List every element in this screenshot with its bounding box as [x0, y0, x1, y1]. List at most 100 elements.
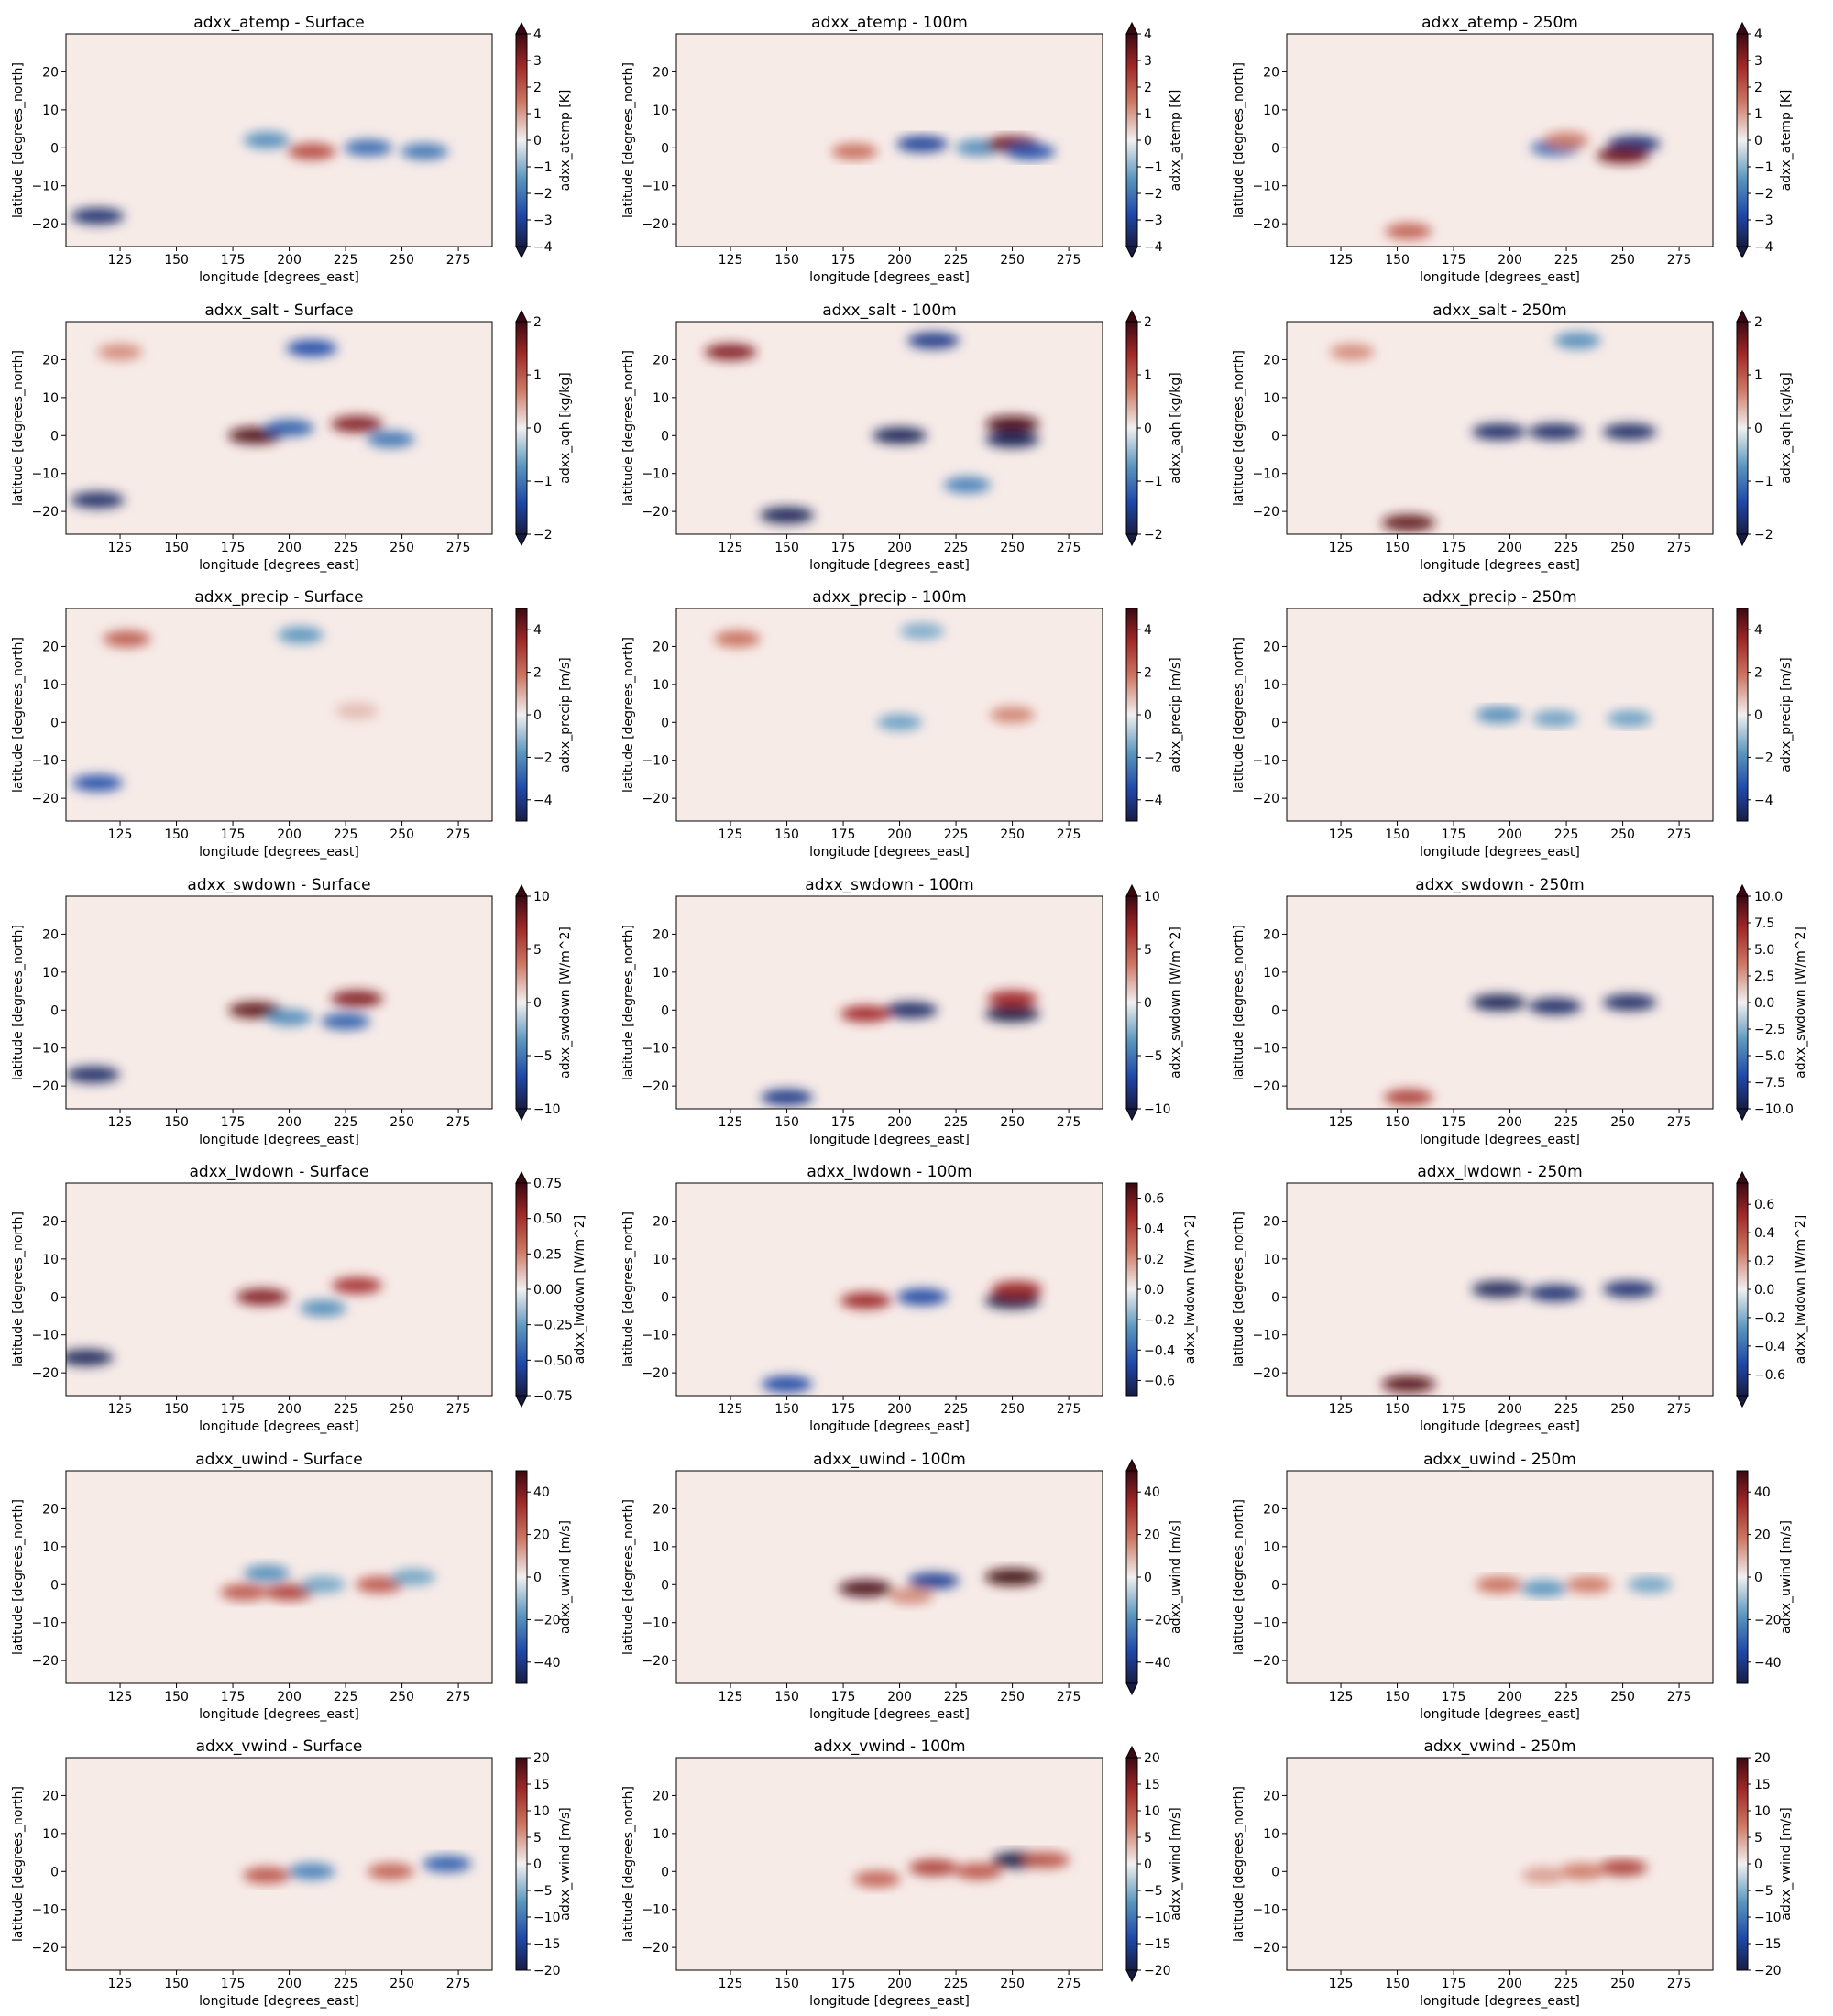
- colorbar-tick-label: 10: [533, 1804, 550, 1819]
- x-tick-label: 150: [164, 1402, 189, 1417]
- anomaly-blob: [301, 1576, 346, 1594]
- y-tick-label: 0: [661, 141, 669, 156]
- colorbar-tick-label: 0: [1144, 1857, 1152, 1872]
- y-tick-label: 10: [42, 391, 59, 406]
- anomaly-blob: [288, 1863, 335, 1880]
- y-axis-label: latitude [degrees_north]: [1232, 1786, 1246, 1942]
- anomaly-blob: [97, 344, 143, 361]
- anomaly-blob: [1596, 147, 1650, 164]
- y-tick-label: 10: [653, 104, 669, 118]
- anomaly-blob: [287, 143, 336, 160]
- plot-title: adxx_uwind - Surface: [195, 1451, 363, 1469]
- y-tick-label: 20: [42, 927, 59, 942]
- y-axis-label: latitude [degrees_north]: [1232, 925, 1246, 1080]
- x-tick-label: 125: [719, 253, 743, 268]
- x-axis-label: longitude [degrees_east]: [1420, 558, 1580, 573]
- x-tick-label: 150: [774, 1115, 799, 1130]
- x-tick-label: 125: [1329, 1115, 1354, 1130]
- y-tick-label: −10: [31, 1903, 59, 1918]
- anomaly-blob: [1022, 1851, 1070, 1868]
- colorbar-tick-label: 10.0: [1754, 890, 1783, 904]
- x-tick-label: 275: [1057, 1402, 1081, 1417]
- y-tick-label: 20: [42, 1214, 59, 1229]
- x-axis-label: longitude [degrees_east]: [199, 270, 359, 285]
- colorbar-tick-label: −2: [533, 528, 553, 542]
- colorbar-extend-min: [515, 533, 528, 547]
- colorbar-tick-label: −2: [533, 751, 553, 765]
- plot-frame: [675, 608, 1103, 822]
- x-tick-label: 175: [1442, 1977, 1466, 1991]
- x-tick-label: 225: [944, 541, 969, 555]
- colorbar-extend-max: [1736, 883, 1749, 897]
- x-tick-label: 150: [1385, 1690, 1410, 1704]
- anomaly-blob: [266, 1009, 313, 1026]
- anomaly-blob: [1528, 998, 1582, 1015]
- x-tick-label: 250: [390, 1402, 414, 1417]
- plot-frame: [675, 895, 1103, 1110]
- x-tick-label: 250: [1610, 541, 1635, 555]
- colorbar-tick-label: −0.4: [1144, 1343, 1175, 1358]
- x-tick-label: 175: [221, 827, 246, 842]
- colorbar-tick-label: −5: [533, 1884, 553, 1899]
- x-tick-label: 225: [1554, 541, 1579, 555]
- plot-frame: [675, 33, 1103, 247]
- anomaly-blob: [984, 1005, 1040, 1023]
- x-tick-label: 175: [1442, 1115, 1466, 1130]
- anomaly-blob: [332, 1276, 382, 1294]
- anomaly-blob: [896, 1288, 948, 1306]
- anomaly-blob: [896, 136, 949, 153]
- anomaly-blob: [986, 990, 1038, 1007]
- colorbar-tick-label: 2: [1754, 81, 1762, 95]
- anomaly-blob: [401, 143, 449, 160]
- plot-frame: [675, 321, 1103, 535]
- y-tick-label: 10: [653, 391, 669, 406]
- x-tick-label: 225: [1554, 1115, 1579, 1130]
- y-tick-label: 0: [1271, 1003, 1279, 1018]
- anomaly-blob: [1476, 707, 1522, 723]
- y-tick-label: −20: [31, 217, 59, 232]
- anomaly-blob: [344, 139, 393, 157]
- colorbar-tick-label: 0.50: [533, 1212, 562, 1227]
- x-tick-label: 150: [164, 1115, 189, 1130]
- y-axis-label: latitude [degrees_north]: [11, 1786, 26, 1942]
- colorbar-tick-label: 10: [1754, 1804, 1771, 1819]
- anomaly-blob: [990, 707, 1036, 723]
- x-tick-label: 275: [1667, 1402, 1692, 1417]
- y-tick-label: −10: [1252, 754, 1279, 769]
- x-tick-label: 225: [334, 541, 358, 555]
- y-tick-label: 20: [653, 1502, 669, 1517]
- plot-frame: [1286, 608, 1714, 822]
- y-tick-label: 10: [1263, 1540, 1279, 1555]
- y-tick-label: 0: [661, 1865, 669, 1879]
- colorbar-extend-min: [1125, 533, 1138, 547]
- x-tick-label: 125: [1329, 827, 1354, 842]
- y-tick-label: 20: [653, 1214, 669, 1229]
- plot-frame: [65, 1757, 493, 1971]
- plot-frame: [1286, 33, 1714, 247]
- anomaly-blob: [1381, 514, 1436, 531]
- x-tick-label: 150: [164, 253, 189, 268]
- colorbar-tick-label: −40: [533, 1656, 561, 1671]
- y-axis-label: latitude [degrees_north]: [621, 1499, 636, 1655]
- colorbar: [1736, 1470, 1749, 1684]
- y-axis-label: latitude [degrees_north]: [11, 62, 26, 218]
- x-tick-label: 225: [944, 1690, 969, 1704]
- y-tick-label: −20: [1252, 1366, 1279, 1381]
- colorbar-tick-label: 0: [1144, 1571, 1152, 1585]
- x-tick-label: 125: [1329, 1690, 1354, 1704]
- x-tick-label: 175: [1442, 1690, 1466, 1704]
- anomaly-blob: [907, 1572, 960, 1590]
- colorbar-tick-label: 0.2: [1144, 1253, 1164, 1267]
- anomaly-blob: [242, 1867, 291, 1884]
- colorbar-extend-max: [1736, 309, 1749, 323]
- anomaly-blob: [1602, 423, 1657, 441]
- colorbar-tick-label: 7.5: [1754, 916, 1774, 931]
- anomaly-blob: [908, 1859, 959, 1877]
- x-axis-label: longitude [degrees_east]: [809, 845, 970, 860]
- colorbar-tick-label: 1: [1144, 107, 1152, 122]
- x-tick-label: 175: [221, 1115, 246, 1130]
- x-tick-label: 175: [221, 1402, 246, 1417]
- colorbar-tick-label: 0: [1754, 422, 1762, 436]
- colorbar-extend-min: [1736, 1395, 1749, 1408]
- x-tick-label: 250: [1610, 1402, 1635, 1417]
